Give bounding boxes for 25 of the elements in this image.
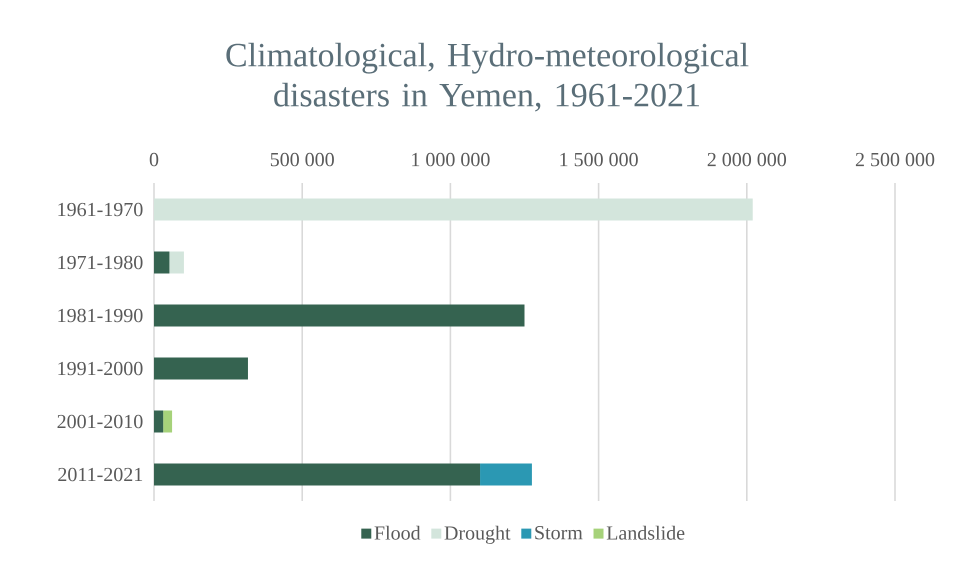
x-tick-label: 2 500 000 <box>856 152 934 166</box>
x-tick-label: 500 000 <box>270 152 334 166</box>
bar <box>154 464 480 486</box>
legend-label: Drought <box>444 526 510 544</box>
bar <box>154 410 164 433</box>
y-tick-label: 1991-2000 <box>58 362 143 376</box>
bar <box>163 410 172 433</box>
y-tick-label: 1981-1990 <box>58 308 143 322</box>
x-tick-label: 1 500 000 <box>560 152 638 166</box>
x-tick-label: 1 000 000 <box>412 152 490 166</box>
bar <box>154 358 248 380</box>
x-tick-label: 2 000 000 <box>708 152 786 166</box>
bar <box>154 304 525 327</box>
y-tick-label: 2001-2010 <box>58 414 143 428</box>
bar <box>480 464 532 486</box>
y-tick-label: 2011-2021 <box>58 468 142 482</box>
y-tick-label: 1961-1970 <box>58 202 143 216</box>
bar <box>169 252 184 274</box>
legend-label: Flood <box>374 526 420 540</box>
chart-title: Climatological, Hydro-meteorological disasters in Yemen, 1961-2021 <box>226 42 748 112</box>
y-tick-label: 1971-1980 <box>58 256 143 270</box>
legend-label: Landslide <box>606 526 684 540</box>
x-tick-label: 0 <box>150 152 158 166</box>
legend-label: Storm <box>535 526 583 540</box>
bar <box>154 252 170 274</box>
